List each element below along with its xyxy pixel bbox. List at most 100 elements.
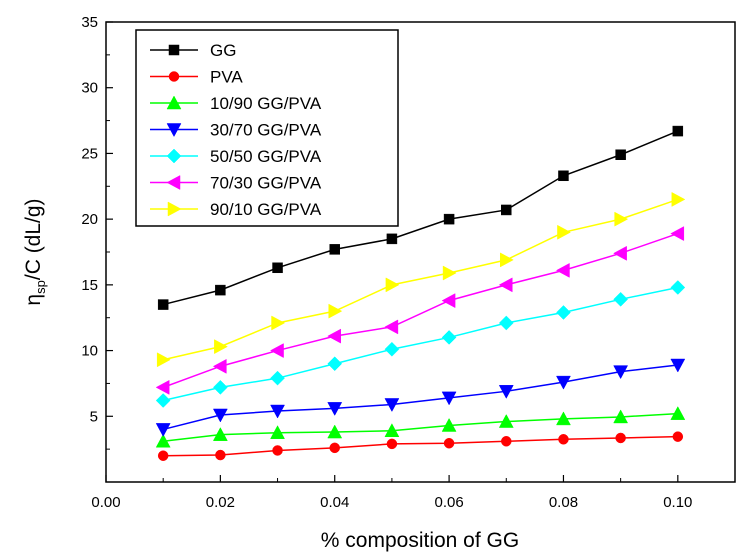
data-point: [156, 352, 171, 368]
data-point: [215, 284, 226, 296]
x-tick-label: 0.00: [91, 494, 120, 511]
data-point: [441, 391, 457, 406]
series-1: [157, 125, 684, 310]
data-point: [270, 404, 285, 419]
data-point: [270, 343, 284, 358]
legend-entry: 90/10 GG/PVA: [150, 200, 322, 219]
legend-label: 10/90 GG/PVA: [210, 94, 322, 113]
series-layer: [155, 125, 686, 461]
data-point: [501, 436, 512, 447]
data-point: [501, 204, 512, 216]
data-point: [212, 427, 228, 441]
data-point: [270, 370, 285, 386]
series-4: [155, 358, 686, 437]
data-point: [215, 449, 226, 461]
series-3: [155, 406, 686, 448]
data-point: [613, 365, 629, 380]
data-point: [157, 450, 169, 461]
data-point: [155, 379, 170, 395]
data-point: [327, 424, 343, 439]
legend-entry: PVA: [150, 68, 243, 87]
x-tick-label: 0.02: [206, 494, 235, 511]
data-point: [614, 211, 629, 227]
data-point: [384, 423, 400, 437]
data-point: [615, 149, 626, 160]
data-point: [441, 293, 456, 309]
data-point: [671, 192, 686, 207]
series-line: [163, 198, 679, 361]
data-point: [670, 226, 685, 242]
data-point: [384, 341, 400, 357]
data-point: [270, 425, 285, 439]
data-point: [327, 328, 341, 344]
data-point: [670, 358, 686, 373]
legend-marker: [166, 175, 181, 190]
data-point: [327, 402, 343, 416]
legend-marker: [166, 148, 182, 164]
data-point: [384, 319, 399, 335]
y-axis-title-main: η: [22, 294, 45, 306]
series-6: [155, 226, 685, 395]
y-tick-label: 35: [81, 14, 98, 31]
data-point: [556, 375, 571, 390]
x-tick-label: 0.08: [549, 494, 578, 511]
data-point: [556, 411, 571, 426]
data-point: [613, 409, 629, 424]
data-point: [212, 408, 228, 423]
data-point: [272, 262, 283, 274]
data-point: [443, 213, 455, 225]
data-point: [441, 330, 457, 345]
legend-label: 50/50 GG/PVA: [210, 147, 322, 166]
y-tick-label: 15: [81, 277, 98, 294]
legend-entry: 10/90 GG/PVA: [150, 94, 322, 113]
y-tick-label: 5: [90, 408, 98, 425]
legend-label: 30/70 GG/PVA: [210, 121, 322, 140]
data-point: [672, 125, 684, 137]
legend-box: [135, 29, 399, 227]
data-point: [442, 265, 457, 281]
legend-entry: 70/30 GG/PVA: [150, 174, 322, 193]
series-line: [163, 435, 678, 457]
series-5: [155, 280, 686, 408]
legend-label: PVA: [210, 68, 243, 87]
legend-marker: [168, 44, 180, 56]
data-point: [498, 315, 514, 331]
y-tick-label: 30: [81, 80, 98, 97]
data-point: [328, 303, 343, 319]
data-point: [386, 438, 398, 450]
x-tick-label: 0.04: [320, 494, 349, 511]
data-point: [556, 305, 571, 320]
y-axis-title-subscript: sp: [33, 280, 48, 294]
data-point: [613, 291, 628, 307]
y-tick-label: 20: [81, 211, 98, 228]
data-point: [498, 277, 513, 293]
data-point: [272, 445, 283, 456]
data-point: [155, 393, 171, 408]
data-point: [157, 299, 169, 310]
data-point: [557, 224, 571, 240]
data-point: [155, 433, 171, 448]
legend-label: 70/30 GG/PVA: [210, 174, 322, 193]
legend-marker: [168, 71, 180, 82]
data-point: [386, 233, 398, 245]
legend-label: GG: [210, 41, 236, 60]
y-axis-ticks: 5 10 15 20 25 30 35: [81, 14, 113, 450]
data-point: [500, 252, 514, 268]
data-point: [498, 385, 514, 399]
series-2: [157, 431, 684, 461]
legend: GG PVA 10/90 GG/PVA 30/70 GG/PVA 50/50 GG/PV…: [135, 29, 399, 227]
data-point: [558, 434, 569, 445]
y-tick-label: 25: [81, 145, 98, 162]
legend-marker: [166, 123, 182, 138]
x-tick-label: 0.06: [434, 494, 463, 511]
x-axis-ticks: 0.00 0.02 0.04 0.06 0.08 0.10: [91, 475, 692, 511]
x-axis-title: % composition of GG: [321, 529, 519, 552]
data-point: [384, 398, 400, 412]
data-point: [329, 244, 340, 255]
data-point: [441, 417, 457, 432]
data-point: [558, 170, 569, 182]
y-axis-title: ηsp/C (dL/g): [22, 198, 48, 305]
series-line: [163, 412, 678, 443]
y-tick-label: 10: [81, 343, 98, 360]
